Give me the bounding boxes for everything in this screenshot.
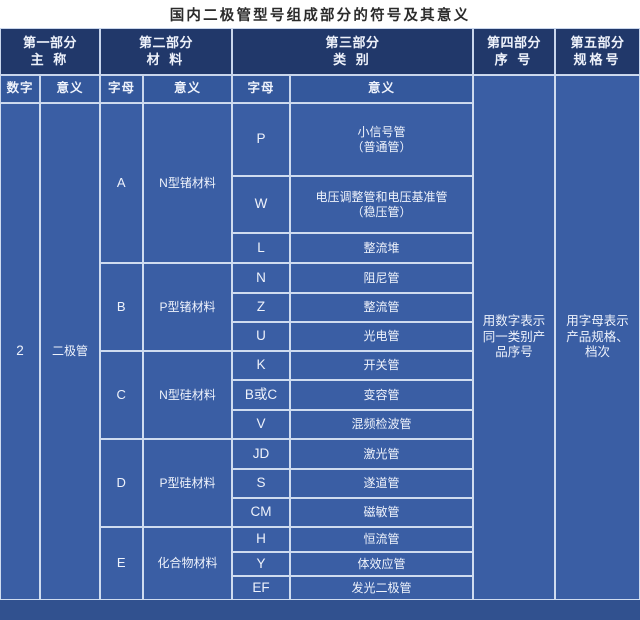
header-part3-line1: 第三部分 <box>325 35 380 51</box>
material-name-A: N型锗材料 <box>143 103 232 263</box>
material-letter-B: B <box>100 263 143 351</box>
header-part5-line1: 第五部分 <box>570 35 625 51</box>
header-part2: 第二部分 材 料 <box>100 28 232 75</box>
material-name-D: P型硅材料 <box>143 439 232 527</box>
part5-line1: 用字母表示 <box>566 314 629 329</box>
header-part2-line2: 材 料 <box>146 51 186 67</box>
header-part5: 第五部分 规格号 <box>555 28 640 75</box>
category-symbol-3: N <box>232 263 290 293</box>
header-part3-line2: 类 别 <box>333 51 372 67</box>
category-symbol-10: S <box>232 469 290 498</box>
material-name-E: 化合物材料 <box>143 527 232 600</box>
category-symbol-11: CM <box>232 498 290 527</box>
material-name-C: N型硅材料 <box>143 351 232 439</box>
subheader-part1-symbol: 数字 <box>0 75 40 103</box>
page-title-text: 国内二极管型号组成部分的符号及其意义 <box>169 7 471 24</box>
part5-description: 用字母表示 产品规格、 档次 <box>555 75 640 600</box>
material-letter-C: C <box>100 351 143 439</box>
part1-meaning-cell: 二极管 <box>40 103 100 600</box>
subheader-part3-symbol: 字母 <box>232 75 290 103</box>
bottom-strip <box>0 600 640 620</box>
header-part2-line1: 第二部分 <box>138 35 193 51</box>
subheader-part3-meaning: 意义 <box>290 75 473 103</box>
category-symbol-14: EF <box>232 576 290 600</box>
part5-line2: 产品规格、 <box>566 329 629 344</box>
header-part4: 第四部分 序 号 <box>473 28 555 75</box>
category-symbol-9: JD <box>232 439 290 469</box>
category-meaning-11: 磁敏管 <box>290 498 473 527</box>
category-meaning-0-line1: 小信号管 <box>357 124 406 139</box>
subheader-part2-meaning: 意义 <box>143 75 232 103</box>
category-symbol-0: P <box>232 103 290 176</box>
category-symbol-1: W <box>232 176 290 233</box>
header-part4-line2: 序 号 <box>494 51 534 67</box>
header-part5-line2: 规格号 <box>573 51 622 67</box>
category-symbol-7: B或C <box>232 380 290 410</box>
subheader-part1-meaning: 意义 <box>40 75 100 103</box>
header-part3: 第三部分 类 别 <box>232 28 473 75</box>
category-symbol-6: K <box>232 351 290 380</box>
category-meaning-13: 体效应管 <box>290 552 473 576</box>
category-meaning-0: 小信号管 （普通管） <box>290 103 473 176</box>
material-letter-E: E <box>100 527 143 600</box>
category-meaning-5: 光电管 <box>290 322 473 351</box>
category-meaning-1: 电压调整管和电压基准管 （稳压管） <box>290 176 473 233</box>
material-letter-A: A <box>100 103 143 263</box>
part4-line3: 品序号 <box>495 345 533 360</box>
category-meaning-7: 变容管 <box>290 380 473 410</box>
header-part1: 第一部分 主 称 <box>0 28 100 75</box>
category-meaning-9: 激光管 <box>290 439 473 469</box>
category-symbol-12: H <box>232 527 290 552</box>
category-meaning-2: 整流堆 <box>290 233 473 263</box>
category-meaning-10: 遂道管 <box>290 469 473 498</box>
category-meaning-4: 整流管 <box>290 293 473 322</box>
part4-description: 用数字表示 同一类别产 品序号 <box>473 75 555 600</box>
category-meaning-14: 发光二极管 <box>290 576 473 600</box>
category-symbol-5: U <box>232 322 290 351</box>
header-part4-line1: 第四部分 <box>486 35 541 51</box>
subheader-part2-symbol: 字母 <box>100 75 143 103</box>
category-symbol-4: Z <box>232 293 290 322</box>
material-letter-D: D <box>100 439 143 527</box>
diode-code-table: 第一部分 主 称 第二部分 材 料 第三部分 类 别 第四部分 序 号 <box>0 28 640 620</box>
category-meaning-3: 阻尼管 <box>290 263 473 293</box>
page-title: 国内二极管型号组成部分的符号及其意义 <box>0 0 640 28</box>
part5-line3: 档次 <box>584 345 610 360</box>
category-meaning-6: 开关管 <box>290 351 473 380</box>
category-meaning-0-line2: （普通管） <box>351 139 412 154</box>
category-symbol-13: Y <box>232 552 290 576</box>
category-meaning-1-line1: 电压调整管和电压基准管 <box>315 189 448 204</box>
material-name-B: P型锗材料 <box>143 263 232 351</box>
header-part1-line2: 主 称 <box>30 51 70 67</box>
category-symbol-2: L <box>232 233 290 263</box>
category-meaning-12: 恒流管 <box>290 527 473 552</box>
part4-line1: 用数字表示 <box>482 314 546 329</box>
category-meaning-8: 混频检波管 <box>290 410 473 439</box>
header-part1-line1: 第一部分 <box>22 35 77 51</box>
category-symbol-8: V <box>232 410 290 439</box>
category-meaning-1-line2: （稳压管） <box>351 204 412 219</box>
part4-line2: 同一类别产 <box>482 329 546 344</box>
part1-digit-cell: 2 <box>0 103 40 600</box>
